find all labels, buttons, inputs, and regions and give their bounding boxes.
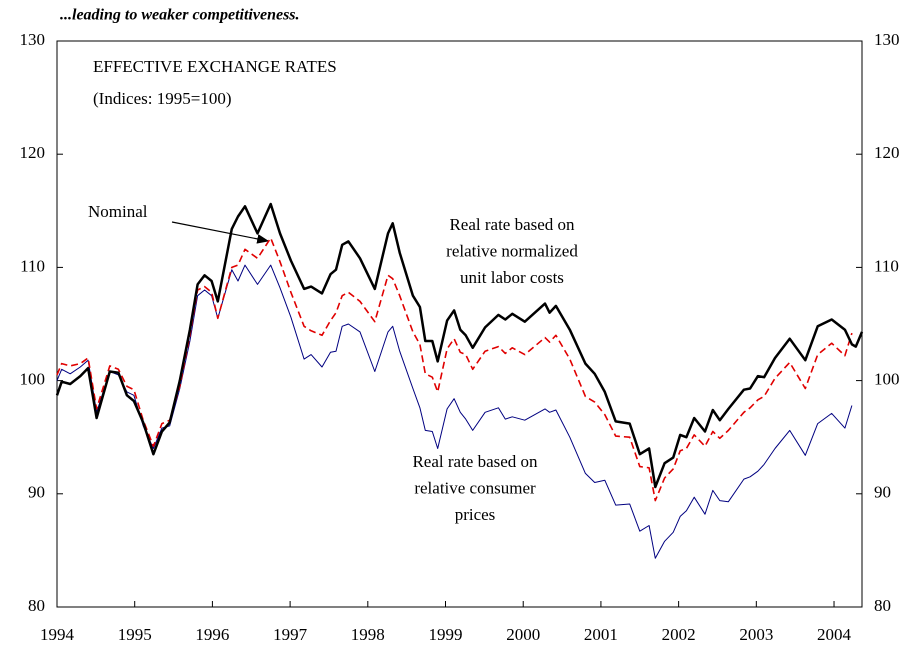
series-annotation: relative consumer xyxy=(414,478,536,497)
x-tick-label: 1996 xyxy=(195,625,229,644)
x-tick-label: 1998 xyxy=(351,625,385,644)
series-annotation: relative normalized xyxy=(446,241,578,260)
y2-tick-label: 100 xyxy=(874,370,900,389)
y2-tick-label: 120 xyxy=(874,143,900,162)
chart-subtitle: EFFECTIVE EXCHANGE RATES xyxy=(93,57,337,76)
chart-subtitle: (Indices: 1995=100) xyxy=(93,89,231,108)
y2-tick-label: 110 xyxy=(874,256,899,275)
series-label: Nominal xyxy=(88,202,148,221)
y-tick-label: 100 xyxy=(20,370,46,389)
plot-frame xyxy=(56,40,863,608)
y-tick-label: 120 xyxy=(20,143,46,162)
x-tick-label: 2001 xyxy=(584,625,618,644)
x-tick-label: 2003 xyxy=(739,625,773,644)
series-annotation: Real rate based on xyxy=(412,452,538,471)
y2-tick-label: 130 xyxy=(874,30,900,49)
x-tick-label: 2002 xyxy=(662,625,696,644)
series-annotation: prices xyxy=(455,505,496,524)
y-tick-label: 90 xyxy=(28,483,45,502)
series-annotation: unit labor costs xyxy=(460,268,564,287)
chart-title: ...leading to weaker competitiveness. xyxy=(60,7,300,24)
y-tick-label: 130 xyxy=(20,30,46,49)
y-tick-label: 110 xyxy=(20,256,45,275)
annotation-arrow xyxy=(171,221,270,244)
y2-tick-label: 90 xyxy=(874,483,891,502)
x-tick-label: 1994 xyxy=(40,625,75,644)
x-tick-label: 2004 xyxy=(817,625,852,644)
x-tick-label: 1995 xyxy=(118,625,152,644)
series-annotation: Real rate based on xyxy=(449,215,575,234)
series-line xyxy=(55,202,864,489)
x-tick-label: 1999 xyxy=(429,625,463,644)
x-tick-label: 1997 xyxy=(273,625,308,644)
y-tick-label: 80 xyxy=(28,596,45,615)
series-line xyxy=(56,264,853,559)
x-tick-label: 2000 xyxy=(506,625,540,644)
y2-tick-label: 80 xyxy=(874,596,891,615)
